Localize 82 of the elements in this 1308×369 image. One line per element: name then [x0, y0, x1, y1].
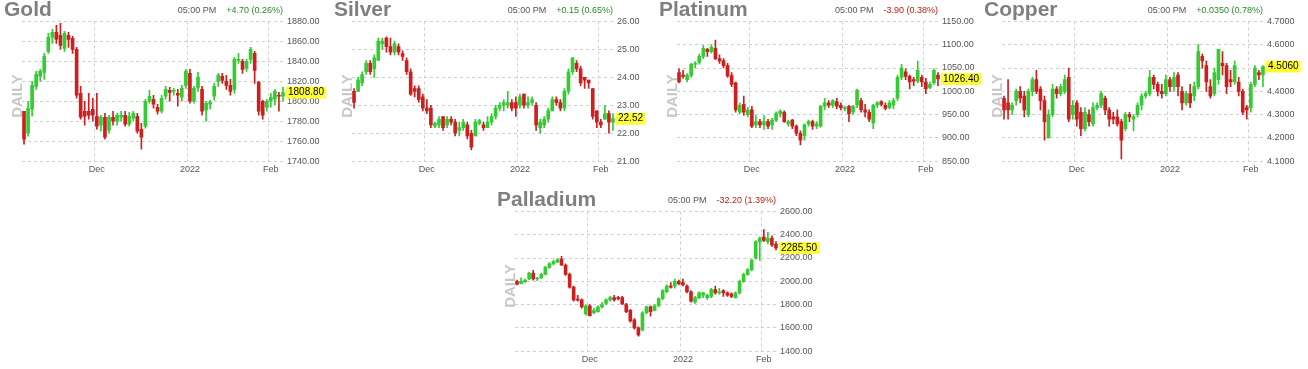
y-tick-label: 2400.00	[780, 229, 813, 240]
x-tick-label: 2022	[509, 164, 530, 175]
x-tick-label: Dec	[418, 164, 436, 175]
y-tick-label: 22.00	[617, 127, 640, 138]
y-tick-label: 23.00	[617, 99, 640, 110]
y-tick-label: 4.4000	[1267, 85, 1295, 96]
y-tick-label: 4.2000	[1267, 132, 1295, 143]
candlestick	[762, 115, 766, 130]
text: 2285.50	[781, 241, 818, 253]
text: 1808.80	[288, 86, 325, 98]
candlestick	[911, 76, 916, 87]
y-tick-label: 900.00	[942, 132, 970, 143]
y-tick-label: 1840.00	[287, 55, 320, 66]
x-tick-label: 2022	[1159, 164, 1180, 175]
y-tick-label: 1880.00	[287, 15, 320, 26]
y-tick-label: 1780.00	[287, 115, 320, 126]
text: 22.52	[618, 112, 644, 124]
y-tick-label: 2600.00	[780, 205, 813, 216]
x-tick-label: 2022	[834, 164, 855, 175]
x-tick-label: Feb	[1243, 164, 1259, 175]
y-tick-label: 24.00	[617, 71, 640, 82]
x-tick-label: 2022	[179, 164, 200, 175]
y-tick-label: 950.00	[942, 109, 970, 120]
text: +0.0350 (0.78%)	[1196, 5, 1263, 15]
y-tick-label: 1760.00	[287, 135, 320, 146]
x-tick-label: Dec	[88, 164, 106, 175]
x-tick-label: Feb	[918, 164, 934, 175]
text: 4.5060	[1268, 60, 1300, 72]
text: 05:00 PM	[834, 5, 874, 15]
y-tick-label: 1800.00	[780, 299, 813, 310]
y-tick-label: 21.00	[617, 155, 640, 166]
x-tick-label: Feb	[756, 354, 772, 365]
candlestick	[757, 236, 762, 261]
candlestick	[1159, 83, 1164, 99]
text: 05:00 PM	[507, 5, 547, 15]
y-tick-label: 1150.00	[942, 15, 974, 26]
y-tick-label: 26.00	[617, 15, 640, 26]
candlestick	[611, 113, 615, 131]
text: 05:00 PM	[667, 195, 707, 205]
x-tick-label: Dec	[1068, 164, 1086, 175]
text: 1026.40	[943, 72, 980, 84]
text: 05:00 PM	[177, 5, 217, 15]
chart-title: Gold	[4, 0, 52, 21]
y-tick-label: 1600.00	[780, 322, 813, 333]
x-tick-label: Dec	[581, 354, 599, 365]
candlestick	[171, 87, 176, 96]
text: +0.15 (0.65%)	[556, 5, 613, 15]
candlestick	[1006, 79, 1010, 120]
candlestick	[86, 92, 91, 120]
chart-title: Copper	[984, 0, 1058, 21]
text: -32.20 (1.39%)	[716, 195, 776, 205]
y-tick-label: 1820.00	[287, 75, 320, 86]
chart-title: Platinum	[659, 0, 748, 21]
y-tick-label: 1860.00	[287, 35, 320, 46]
y-tick-label: 2000.00	[780, 275, 813, 286]
y-tick-label: 4.7000	[1267, 15, 1295, 26]
x-tick-label: Feb	[593, 164, 609, 175]
y-tick-label: 2200.00	[780, 252, 813, 263]
text: +4.70 (0.26%)	[226, 5, 283, 15]
y-tick-label: 4.3000	[1267, 109, 1295, 120]
candlestick	[175, 88, 180, 107]
y-tick-label: 4.1000	[1267, 155, 1295, 166]
y-tick-label: 1100.00	[942, 39, 974, 50]
y-tick-label: 1400.00	[780, 345, 813, 356]
x-tick-label: 2022	[672, 354, 693, 365]
candlestick	[277, 91, 281, 112]
y-tick-label: 25.00	[617, 43, 640, 54]
x-tick-label: Feb	[263, 164, 279, 175]
chart-title: Palladium	[497, 187, 597, 211]
y-tick-label: 850.00	[942, 155, 970, 166]
y-tick-label: 1000.00	[942, 85, 975, 96]
candlestick	[681, 70, 685, 79]
candlestick	[167, 86, 172, 102]
candlestick	[1111, 111, 1116, 125]
chart-title: Silver	[334, 0, 392, 21]
y-tick-label: 1740.00	[287, 155, 320, 166]
text: 05:00 PM	[1147, 5, 1187, 15]
candlestick	[505, 90, 510, 109]
x-tick-label: Dec	[743, 164, 761, 175]
text: -3.90 (0.38%)	[883, 5, 938, 15]
y-tick-label: 1050.00	[942, 62, 975, 73]
y-tick-label: 4.6000	[1267, 39, 1295, 50]
